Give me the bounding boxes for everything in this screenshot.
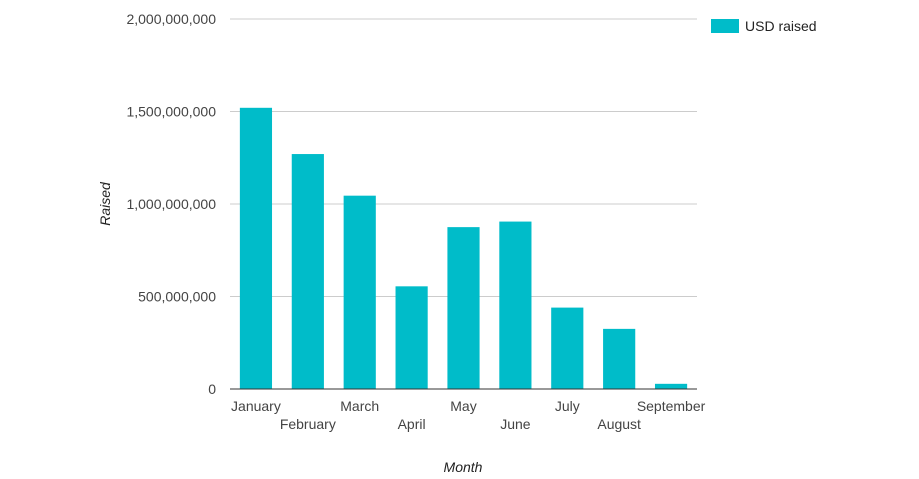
y-axis-title: Raised <box>97 181 113 226</box>
x-axis-title: Month <box>444 459 483 475</box>
x-tick-label: June <box>500 416 531 432</box>
y-tick-label: 1,000,000,000 <box>126 196 216 212</box>
bar-june[interactable] <box>499 221 532 389</box>
bar-july[interactable] <box>551 307 584 389</box>
bar-april[interactable] <box>395 286 428 389</box>
x-tick-label: May <box>450 398 476 414</box>
legend: USD raised <box>711 18 817 34</box>
x-tick-label: July <box>555 398 580 414</box>
y-tick-label: 0 <box>208 381 216 397</box>
y-tick-label: 2,000,000,000 <box>126 11 216 27</box>
bar-march[interactable] <box>343 195 376 389</box>
legend-label: USD raised <box>745 18 817 34</box>
bar-may[interactable] <box>447 227 480 389</box>
y-axis-tick-labels: 0 500,000,000 1,000,000,000 1,500,000,000 2,… <box>126 11 216 397</box>
x-tick-label: August <box>597 416 641 432</box>
x-tick-label: September <box>637 398 706 414</box>
x-tick-label: February <box>280 416 336 432</box>
x-tick-label: April <box>398 416 426 432</box>
bar-august[interactable] <box>603 328 636 389</box>
bars <box>239 107 688 390</box>
y-tick-label: 500,000,000 <box>138 289 216 305</box>
x-tick-label: March <box>340 398 379 414</box>
bar-september[interactable] <box>654 383 688 389</box>
legend-swatch <box>711 19 739 33</box>
y-tick-label: 1,500,000,000 <box>126 104 216 120</box>
x-tick-label: January <box>231 398 281 414</box>
bar-february[interactable] <box>291 154 324 389</box>
bar-january[interactable] <box>239 107 273 390</box>
